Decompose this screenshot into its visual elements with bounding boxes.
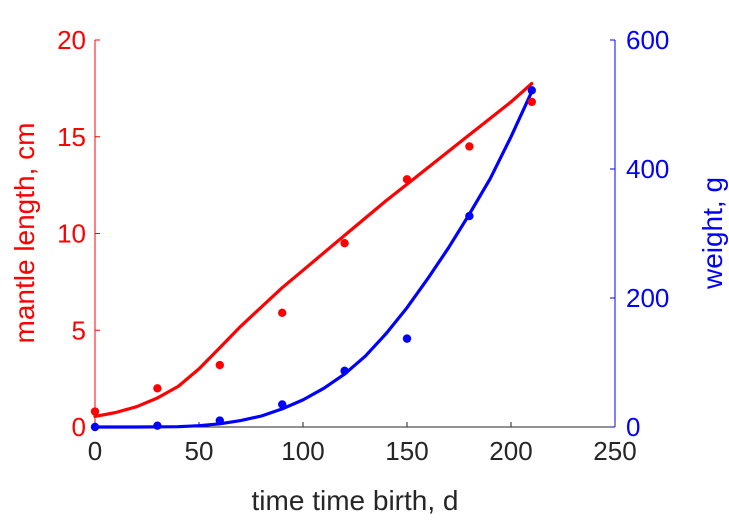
x-tick-label: 50 bbox=[185, 436, 214, 466]
mantle-length-fit-curve bbox=[93, 81, 534, 418]
right-axis-label: weight, g bbox=[697, 177, 728, 290]
right-tick-label: 400 bbox=[626, 154, 669, 184]
mantle-length-data-point bbox=[215, 360, 224, 370]
x-tick-label: 100 bbox=[281, 436, 324, 466]
right-tick-label: 600 bbox=[626, 25, 669, 55]
left-tick-label: 10 bbox=[57, 219, 86, 249]
x-tick-label: 250 bbox=[593, 436, 636, 466]
weight-data-point bbox=[340, 366, 349, 376]
left-axis-label: mantle length, cm bbox=[9, 123, 40, 344]
weight-data-point bbox=[153, 421, 162, 430]
mantle-length-data-point bbox=[465, 142, 474, 151]
mantle-length-data-point bbox=[90, 407, 100, 416]
mantle-length-data-point bbox=[402, 175, 412, 184]
fit-curves bbox=[93, 81, 534, 429]
x-tick-label: 0 bbox=[88, 436, 102, 466]
weight-data-point bbox=[215, 416, 224, 425]
right-tick-label: 200 bbox=[626, 283, 669, 313]
x-axis-label: time time birth, d bbox=[252, 485, 459, 516]
left-tick-label: 20 bbox=[57, 25, 86, 55]
x-tick-label: 150 bbox=[385, 436, 428, 466]
mantle-length-data-point bbox=[278, 308, 287, 318]
mantle-length-data-point bbox=[527, 97, 536, 107]
x-tick-label: 200 bbox=[489, 436, 532, 466]
left-tick-label: 0 bbox=[72, 412, 86, 442]
weight-data-point bbox=[402, 334, 412, 343]
weight-data-point bbox=[465, 211, 474, 221]
data-points bbox=[90, 86, 536, 432]
weight-data-point bbox=[90, 422, 100, 432]
mantle-length-data-point bbox=[340, 238, 349, 248]
left-tick-label: 5 bbox=[72, 315, 86, 345]
left-tick-label: 15 bbox=[57, 122, 86, 152]
axis-labels: time time birth, d mantle length, cm wei… bbox=[9, 123, 728, 517]
weight-data-point bbox=[527, 86, 536, 95]
weight-fit-curve bbox=[93, 90, 534, 429]
weight-data-point bbox=[278, 400, 287, 409]
mantle-length-data-point bbox=[153, 384, 162, 393]
right-tick-label: 0 bbox=[626, 412, 640, 442]
